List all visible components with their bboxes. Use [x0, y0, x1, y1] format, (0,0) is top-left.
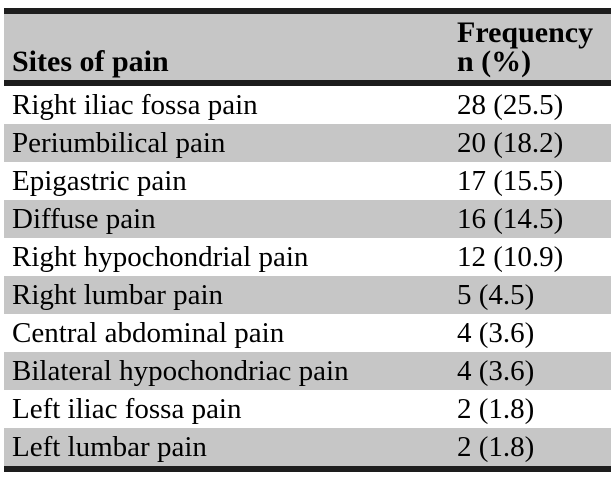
- frequency-cell: 20 (18.2): [455, 124, 611, 162]
- header-frequency: Frequency n (%): [455, 11, 611, 86]
- frequency-cell: 28 (25.5): [455, 83, 611, 124]
- table-row: Left lumbar pain 2 (1.8): [4, 428, 611, 469]
- site-cell: Epigastric pain: [4, 162, 455, 200]
- site-cell: Right iliac fossa pain: [4, 83, 455, 124]
- frequency-cell: 2 (1.8): [455, 390, 611, 428]
- site-cell: Bilateral hypochondriac pain: [4, 352, 455, 390]
- site-cell: Periumbilical pain: [4, 124, 455, 162]
- table-row: Epigastric pain 17 (15.5): [4, 162, 611, 200]
- frequency-cell: 4 (3.6): [455, 352, 611, 390]
- table-row: Central abdominal pain 4 (3.6): [4, 314, 611, 352]
- frequency-cell: 2 (1.8): [455, 428, 611, 469]
- header-sites-label: Sites of pain: [12, 45, 169, 78]
- site-cell: Right lumbar pain: [4, 276, 455, 314]
- frequency-cell: 5 (4.5): [455, 276, 611, 314]
- pain-sites-table: Sites of pain Frequency n (%) Right ilia…: [4, 8, 611, 472]
- frequency-cell: 4 (3.6): [455, 314, 611, 352]
- site-cell: Right hypochondrial pain: [4, 238, 455, 276]
- table-row: Bilateral hypochondriac pain 4 (3.6): [4, 352, 611, 390]
- header-frequency-line1: Frequency: [457, 16, 594, 49]
- frequency-cell: 12 (10.9): [455, 238, 611, 276]
- table-row: Periumbilical pain 20 (18.2): [4, 124, 611, 162]
- site-cell: Left lumbar pain: [4, 428, 455, 469]
- table-row: Right hypochondrial pain 12 (10.9): [4, 238, 611, 276]
- frequency-cell: 17 (15.5): [455, 162, 611, 200]
- site-cell: Central abdominal pain: [4, 314, 455, 352]
- table-row: Right lumbar pain 5 (4.5): [4, 276, 611, 314]
- table-row: Diffuse pain 16 (14.5): [4, 200, 611, 238]
- header-sites-of-pain: Sites of pain: [4, 11, 455, 86]
- site-cell: Diffuse pain: [4, 200, 455, 238]
- header-frequency-line2: n (%): [457, 45, 532, 78]
- table-row: Right iliac fossa pain 28 (25.5): [4, 83, 611, 124]
- table-row: Left iliac fossa pain 2 (1.8): [4, 390, 611, 428]
- table-body: Right iliac fossa pain 28 (25.5) Periumb…: [4, 83, 611, 469]
- frequency-cell: 16 (14.5): [455, 200, 611, 238]
- site-cell: Left iliac fossa pain: [4, 390, 455, 428]
- table-header: Sites of pain Frequency n (%): [4, 11, 611, 86]
- header-row: Sites of pain Frequency n (%): [4, 11, 611, 86]
